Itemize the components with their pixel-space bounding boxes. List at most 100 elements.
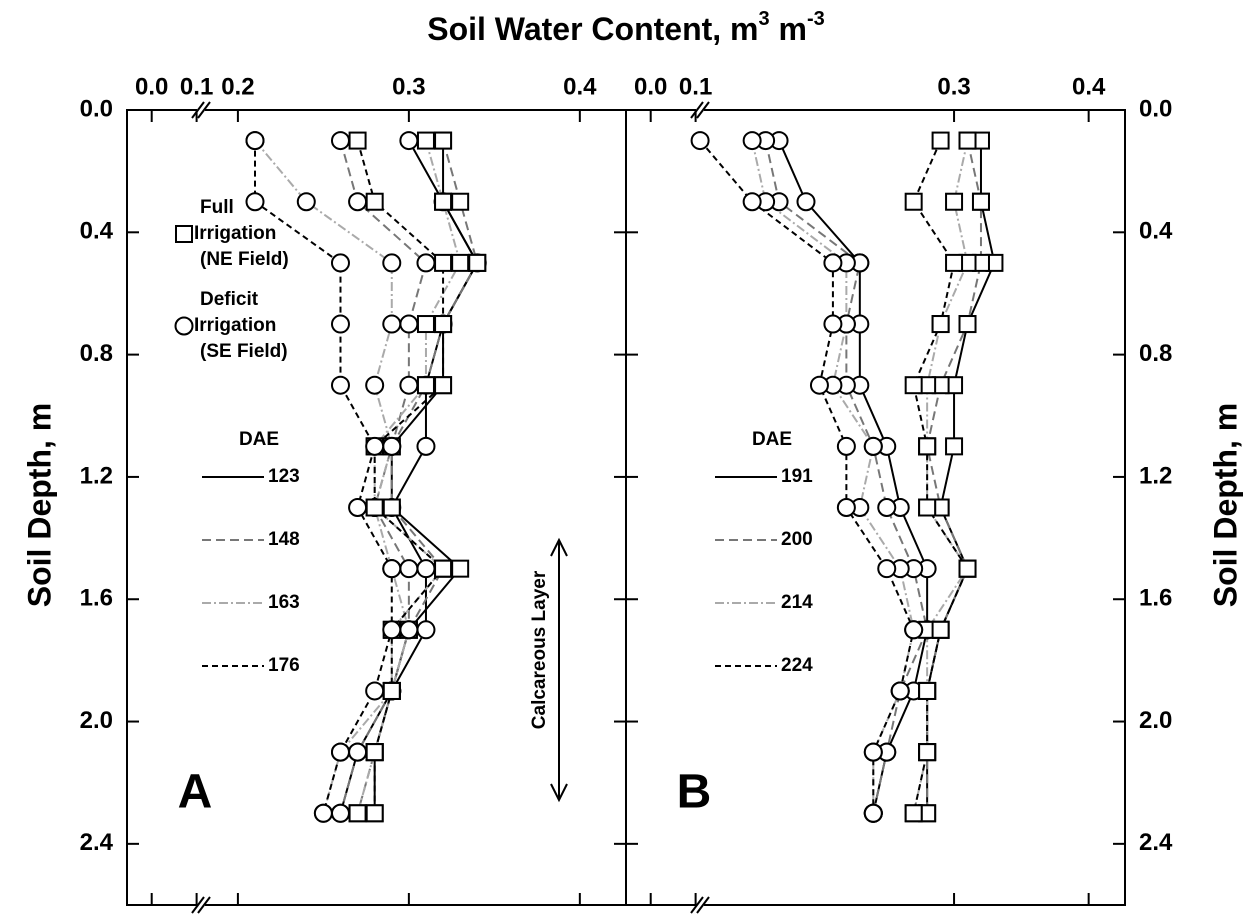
square-marker bbox=[958, 315, 977, 334]
legend-label: 191 bbox=[781, 466, 813, 487]
series-line bbox=[926, 140, 982, 814]
circle-marker bbox=[330, 803, 350, 823]
square-marker bbox=[945, 192, 964, 211]
legend-label: 123 bbox=[268, 466, 300, 487]
circle-marker bbox=[330, 253, 350, 273]
square-marker bbox=[451, 192, 470, 211]
square-marker bbox=[958, 559, 977, 578]
chart-title: Soil Water Content, m3 m-3 bbox=[427, 8, 825, 47]
square-marker bbox=[365, 804, 384, 823]
circle-marker bbox=[382, 253, 402, 273]
circle-marker bbox=[382, 559, 402, 579]
square-marker bbox=[382, 498, 401, 517]
circle-marker bbox=[382, 436, 402, 456]
circle-marker bbox=[904, 620, 924, 640]
annotation: Calcareous Layer bbox=[529, 570, 550, 729]
annotation-arrow bbox=[550, 537, 568, 803]
y-tick-label: 2.4 bbox=[80, 829, 114, 856]
y-tick-label: 2.4 bbox=[1139, 829, 1173, 856]
circle-marker bbox=[877, 559, 897, 579]
legend-label: Irrigation bbox=[194, 223, 276, 244]
circle-marker bbox=[399, 620, 419, 640]
axis-break bbox=[197, 101, 211, 119]
circle-marker bbox=[330, 742, 350, 762]
axis-break bbox=[197, 896, 211, 914]
y-tick-label: 0.8 bbox=[1139, 340, 1172, 367]
y-tick-label: 2.0 bbox=[1139, 707, 1172, 734]
square-marker bbox=[931, 315, 950, 334]
circle-marker bbox=[348, 742, 368, 762]
circle-marker bbox=[365, 375, 385, 395]
circle-marker bbox=[863, 742, 883, 762]
square-marker bbox=[918, 681, 937, 700]
square-marker bbox=[945, 437, 964, 456]
square-marker bbox=[365, 498, 384, 517]
legend-label: Irrigation bbox=[194, 315, 276, 336]
square-marker bbox=[434, 559, 453, 578]
square-marker bbox=[348, 131, 367, 150]
y-tick-label: 2.0 bbox=[80, 707, 113, 734]
circle-marker bbox=[796, 192, 816, 212]
series-line bbox=[356, 140, 445, 814]
legend-label: 214 bbox=[781, 592, 813, 613]
square-marker bbox=[434, 376, 453, 395]
legend-label: (SE Field) bbox=[200, 341, 288, 362]
square-marker bbox=[434, 192, 453, 211]
square-marker bbox=[416, 315, 435, 334]
legend-title: DAE bbox=[752, 429, 792, 450]
square-marker bbox=[434, 253, 453, 272]
circle-marker bbox=[382, 314, 402, 334]
legend-label: Deficit bbox=[200, 289, 259, 310]
square-marker bbox=[348, 804, 367, 823]
circle-marker bbox=[245, 192, 265, 212]
circle-marker bbox=[416, 559, 436, 579]
x-tick-label: 0.3 bbox=[392, 73, 425, 100]
y-tick-label: 0.0 bbox=[80, 95, 113, 122]
title-part: m bbox=[770, 11, 807, 47]
legend-label: 163 bbox=[268, 592, 300, 613]
series-line bbox=[356, 140, 479, 814]
circle-marker bbox=[365, 681, 385, 701]
square-marker bbox=[918, 437, 937, 456]
series-line bbox=[751, 140, 915, 814]
circle-marker bbox=[863, 803, 883, 823]
y-tick-label: 1.6 bbox=[1139, 585, 1172, 612]
legend-label: 200 bbox=[781, 529, 813, 550]
square-marker bbox=[904, 804, 923, 823]
legend-title: DAE bbox=[239, 429, 279, 450]
y-axis-label-right: Soil Depth, m bbox=[1207, 403, 1243, 607]
y-tick-label: 0.4 bbox=[1139, 218, 1173, 245]
square-marker bbox=[468, 253, 487, 272]
square-marker bbox=[382, 681, 401, 700]
x-tick-label: 0.2 bbox=[221, 73, 254, 100]
square-marker bbox=[945, 253, 964, 272]
axis-break-gap bbox=[197, 107, 205, 113]
legend-label: 148 bbox=[268, 529, 300, 550]
circle-marker bbox=[890, 681, 910, 701]
circle-marker bbox=[742, 131, 762, 151]
circle-marker bbox=[348, 498, 368, 517]
axis-break-gap bbox=[696, 107, 704, 113]
circle-marker bbox=[399, 314, 419, 334]
square-marker bbox=[904, 376, 923, 395]
square-marker bbox=[434, 131, 453, 150]
y-tick-label: 0.4 bbox=[80, 218, 114, 245]
circle-marker bbox=[823, 253, 843, 273]
series-line bbox=[339, 140, 479, 814]
square-marker bbox=[918, 498, 937, 517]
series-line bbox=[778, 140, 929, 814]
circle-marker bbox=[348, 192, 368, 212]
series-line bbox=[373, 140, 479, 814]
square-marker bbox=[918, 743, 937, 762]
series-line bbox=[254, 140, 393, 814]
square-marker bbox=[904, 192, 923, 211]
plot-frame bbox=[625, 109, 1126, 906]
circle-marker bbox=[416, 253, 436, 273]
y-tick-label: 1.2 bbox=[80, 462, 113, 489]
y-tick-label: 1.2 bbox=[1139, 462, 1172, 489]
x-tick-label: 0.4 bbox=[563, 73, 597, 100]
square-marker bbox=[416, 131, 435, 150]
y-tick-label: 0.8 bbox=[80, 340, 113, 367]
title-part: Soil Water Content, m bbox=[427, 11, 758, 47]
circle-marker bbox=[330, 131, 350, 151]
